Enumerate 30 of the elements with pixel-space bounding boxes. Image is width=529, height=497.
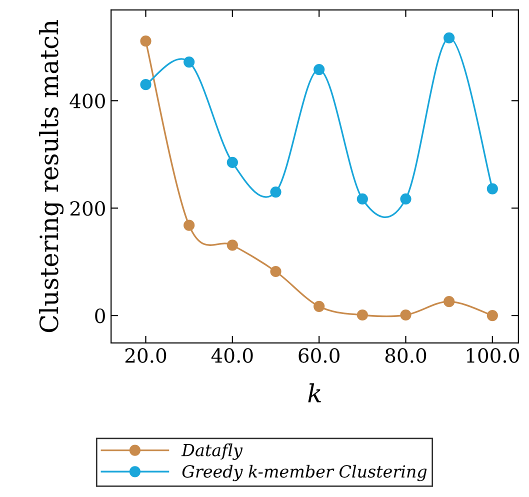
x-tick-label: 100.0 (466, 348, 519, 363)
point (400, 309, 412, 321)
x-tick-label: 60.0 (298, 348, 340, 363)
point (184, 220, 195, 231)
point (486, 183, 498, 194)
point (444, 296, 455, 308)
point (140, 36, 152, 47)
point (270, 266, 282, 278)
x-tick-label: 80.0 (385, 348, 426, 363)
point (140, 79, 152, 90)
y-tick-label: 400 (70, 94, 105, 108)
y-axis-title: Clustering results match (39, 20, 64, 332)
point (314, 300, 325, 312)
y-tick-label: 0 (95, 308, 105, 324)
y-tick-label: 200 (70, 201, 105, 216)
point (444, 32, 455, 44)
point (226, 240, 238, 251)
x-tick-label: 40.0 (211, 348, 253, 363)
point (226, 156, 238, 168)
legend-label: Datafly (181, 443, 243, 460)
point (314, 64, 325, 76)
x-tick-label: 20.0 (125, 348, 166, 363)
point (270, 186, 282, 198)
point (400, 193, 412, 205)
point (486, 310, 498, 322)
x-axis-title: k (308, 383, 321, 402)
point (184, 56, 195, 68)
point (356, 309, 368, 321)
legend-label: Greedy k-member Clustering (182, 464, 427, 482)
point (356, 193, 368, 205)
